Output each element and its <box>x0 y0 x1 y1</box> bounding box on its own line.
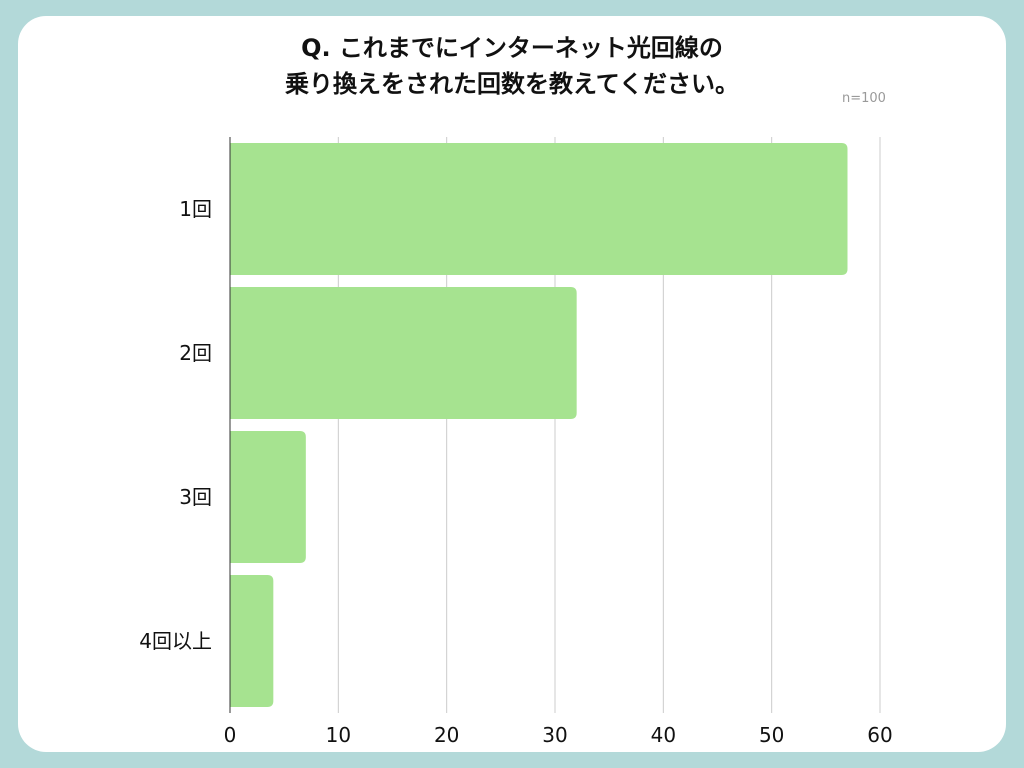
x-tick-label: 50 <box>759 723 784 747</box>
bar <box>230 575 274 707</box>
bar <box>230 143 848 275</box>
x-tick-label: 10 <box>326 723 351 747</box>
y-category-label: 3回 <box>179 485 212 509</box>
y-category-label: 1回 <box>179 197 212 221</box>
chart-title: Q. これまでにインターネット光回線の 乗り換えをされた回数を教えてください。 <box>0 30 1024 102</box>
chart-title-line-1: Q. これまでにインターネット光回線の <box>301 34 723 62</box>
chart-title-line-2: 乗り換えをされた回数を教えてください。 <box>284 70 740 98</box>
y-category-label: 4回以上 <box>139 629 212 653</box>
x-tick-label: 30 <box>542 723 567 747</box>
bar <box>230 431 306 563</box>
x-tick-label: 60 <box>867 723 892 747</box>
y-category-label: 2回 <box>179 341 212 365</box>
x-tick-label: 40 <box>651 723 676 747</box>
x-tick-label: 20 <box>434 723 459 747</box>
bar <box>230 287 577 419</box>
x-tick-label: 0 <box>224 723 237 747</box>
sample-size-label: n=100 <box>842 91 886 106</box>
